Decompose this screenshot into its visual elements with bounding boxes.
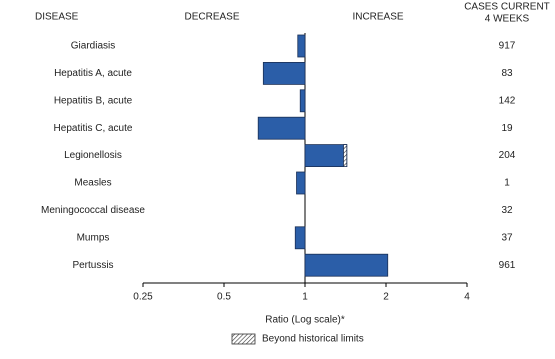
cases-value: 917 [499, 41, 516, 52]
cases-header: 4 WEEKS [485, 14, 530, 25]
category-label: Pertussis [72, 260, 113, 271]
cases-value: 204 [499, 150, 516, 161]
beyond-limits-segment [343, 144, 348, 168]
increase-header: INCREASE [352, 12, 403, 23]
cases-value: 19 [501, 123, 513, 134]
category-label: Measles [74, 178, 111, 189]
cases-value: 37 [501, 232, 513, 243]
decrease-header: DECREASE [184, 12, 239, 23]
bar [262, 62, 306, 85]
bar [304, 253, 389, 277]
bar [257, 116, 306, 140]
category-label: Hepatitis A, acute [54, 68, 132, 79]
bar [296, 171, 306, 195]
cases-header: CASES CURRENT [464, 2, 550, 13]
x-tick-label: 0.25 [133, 292, 153, 303]
cases-value: 142 [499, 95, 516, 106]
disease-header: DISEASE [35, 12, 79, 23]
x-axis-label: Ratio (Log scale)* [265, 315, 345, 326]
category-label: Hepatitis B, acute [54, 95, 133, 106]
cases-value: 32 [501, 205, 513, 216]
category-label: Giardiasis [71, 41, 115, 52]
bar [299, 89, 306, 113]
cases-value: 83 [501, 68, 513, 79]
category-label: Mumps [77, 232, 110, 243]
category-label: Hepatitis C, acute [54, 123, 133, 134]
bar [304, 144, 348, 168]
x-tick-label: 1 [302, 292, 308, 303]
bar [294, 226, 306, 250]
cases-value: 961 [499, 260, 516, 271]
x-tick-label: 2 [383, 292, 389, 303]
x-tick-label: 4 [464, 292, 470, 303]
legend-swatch [231, 333, 256, 345]
category-label: Legionellosis [64, 150, 122, 161]
category-label: Meningococcal disease [41, 205, 145, 216]
cases-value: 1 [504, 178, 510, 189]
x-tick-label: 0.5 [217, 292, 231, 303]
legend-label: Beyond historical limits [262, 334, 364, 345]
bar [297, 34, 306, 58]
